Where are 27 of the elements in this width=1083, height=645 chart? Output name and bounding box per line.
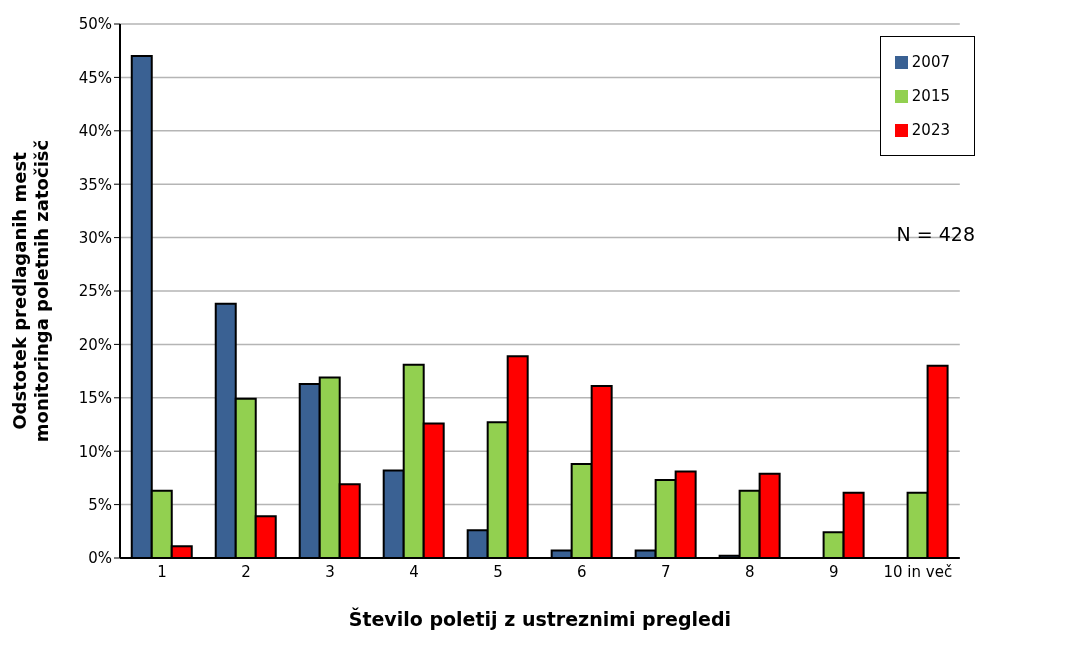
y-tick-label: 35% — [78, 175, 112, 194]
x-tick-label: 5 — [493, 562, 503, 581]
x-tick-label: 7 — [661, 562, 671, 581]
annotation-text: N = 428 — [896, 223, 975, 245]
x-axis-title: Število poletij z ustreznimi pregledi — [348, 607, 732, 630]
legend-label: 2007 — [911, 53, 950, 71]
x-tick-label: 3 — [325, 562, 335, 581]
y-tick-label: 25% — [78, 282, 112, 301]
x-tick-label: 6 — [577, 562, 587, 581]
y-tick-label: 5% — [88, 495, 112, 514]
y-tick-label: 20% — [78, 335, 112, 354]
y-tick-label: 15% — [78, 389, 112, 408]
x-tick-label: 8 — [745, 562, 755, 581]
x-tick-label: 1 — [157, 562, 167, 581]
y-tick-label: 0% — [88, 549, 112, 568]
x-tick-label: 4 — [409, 562, 419, 581]
x-tick-label: 9 — [829, 562, 839, 581]
y-tick-label: 45% — [78, 68, 112, 87]
y-tick-label: 30% — [78, 228, 112, 247]
legend-label: 2023 — [911, 121, 950, 139]
y-tick-label: 10% — [78, 442, 112, 461]
y-axis-title: Odstotek predlaganih mest monitoringa poletnih zatočišč — [9, 139, 52, 443]
x-tick-label: 2 — [241, 562, 251, 581]
y-tick-label: 50% — [78, 15, 112, 34]
y-tick-label: 40% — [78, 122, 112, 141]
legend-label: 2015 — [911, 87, 950, 105]
x-tick-label: 10 in več — [883, 562, 953, 581]
